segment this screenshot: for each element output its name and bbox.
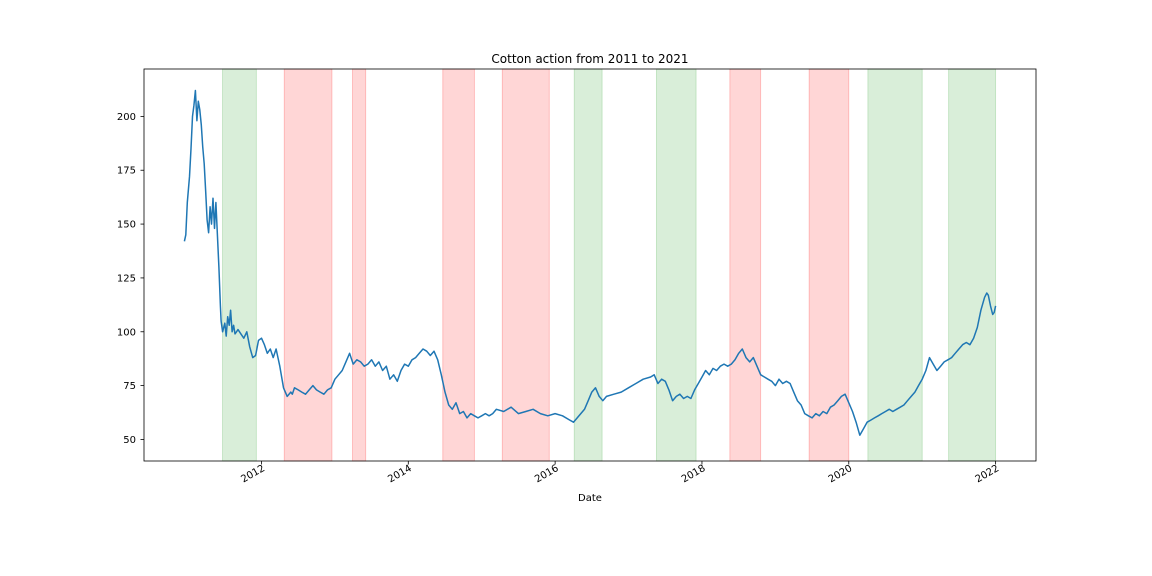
x-tick-label: 2016 — [533, 463, 561, 485]
cotton-price-line — [183, 89, 997, 436]
chart-title: Cotton action from 2011 to 2021 — [491, 52, 688, 66]
y-tick-label: 100 — [117, 327, 136, 338]
y-tick-label: 125 — [117, 273, 136, 284]
red-band-3 — [442, 68, 475, 462]
red-band-1 — [283, 68, 333, 462]
price-series — [183, 89, 997, 436]
green-band-9 — [867, 68, 923, 462]
highlight-bands — [222, 68, 997, 462]
x-tick-label: 2022 — [974, 463, 1002, 485]
red-band-2 — [352, 68, 367, 462]
plot-frame — [143, 68, 1037, 462]
y-tick-label: 200 — [117, 112, 136, 123]
y-tick-label: 50 — [123, 435, 136, 446]
red-band-7 — [729, 68, 762, 462]
red-band-8 — [808, 68, 850, 462]
x-tick-label: 2014 — [386, 463, 414, 485]
y-tick-label: 150 — [117, 220, 136, 231]
green-band-10 — [948, 68, 997, 462]
x-tick-label: 2020 — [827, 463, 855, 485]
y-tick-label: 175 — [117, 166, 136, 177]
green-band-5 — [573, 68, 603, 462]
red-band-4 — [501, 68, 550, 462]
x-axis-label: Date — [578, 493, 602, 504]
green-band-0 — [222, 68, 257, 462]
green-band-6 — [656, 68, 697, 462]
x-tick-label: 2018 — [680, 463, 708, 485]
y-tick-label: 75 — [123, 381, 136, 392]
x-tick-label: 2012 — [239, 463, 267, 485]
